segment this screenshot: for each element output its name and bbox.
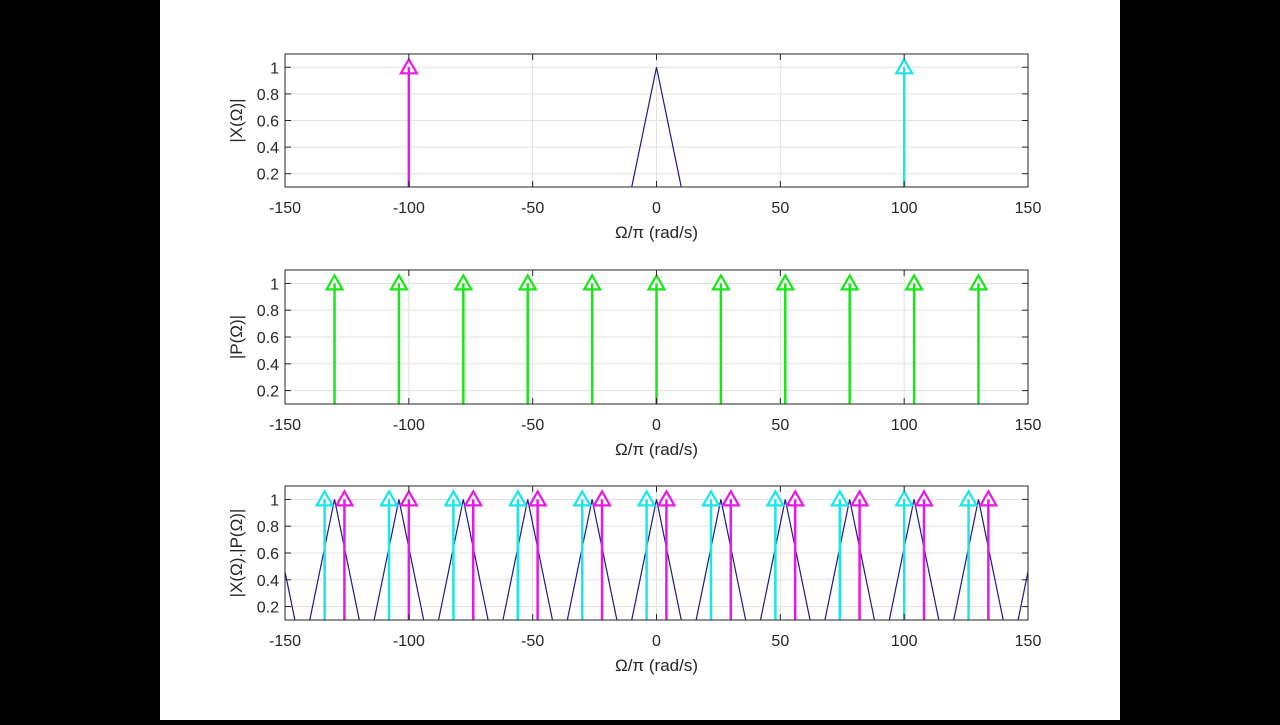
stem-marker [720,489,741,507]
stem-marker [958,489,979,507]
y-tick-label: 0.2 [257,384,279,401]
y-tick-label: 0.8 [257,519,279,536]
y-tick-label: 0.8 [257,87,279,104]
spectrum-triangle [631,67,682,187]
stem-marker [710,273,731,291]
stem-marker [978,489,999,507]
x-tick-label: 50 [771,200,789,217]
stem-marker [527,489,548,507]
x-tick-label: 0 [652,200,661,217]
spectrum-triangle [759,499,811,620]
spectrum-triangle [566,499,618,620]
stem-marker [398,489,419,507]
stem-marker [463,489,484,507]
y-tick-label: 1 [270,60,279,77]
spectrum-triangle [953,499,1004,620]
y-axis-label: |X(Ω)| [227,98,246,142]
stem-marker [398,57,419,75]
stem-marker [379,489,399,507]
stem-marker [636,489,657,507]
stem-marker [894,57,915,75]
figure-canvas: -150 -100 -50 0 50 100 150 0.2 0.4 0.6 0.8 1 Ω/π (ra… [160,0,1120,720]
x-tick-label: -100 [393,633,425,650]
y-tick-label: 0.6 [257,546,279,563]
x-tick-label: 150 [1015,633,1042,650]
spectrum-triangle [309,499,360,620]
spectrum-triangle [888,499,940,620]
x-tick-label: -150 [269,633,301,650]
stem-marker [829,489,850,507]
stem-marker [443,489,464,507]
x-tick-label: -150 [269,417,301,434]
x-tick-label: -150 [269,200,301,217]
y-tick-label: 1 [270,276,279,293]
x-axis-label: Ω/π (rad/s) [615,223,698,242]
x-tick-label: 0 [652,633,661,650]
y-axis-label: |P(Ω)| [227,315,246,359]
stem-marker [701,489,721,507]
stem-marker [453,273,474,291]
spectrum-triangle [373,499,425,620]
stem-marker [314,489,335,507]
spectrum-triangle [502,499,554,620]
y-tick-label: 0.4 [257,357,279,374]
x-tick-label: 150 [1015,417,1042,434]
stem-marker [914,489,934,507]
x-tick-label: -50 [521,633,544,650]
y-tick-label: 0.2 [257,167,279,184]
y-tick-label: 0.4 [257,573,279,590]
x-tick-label: 50 [771,633,789,650]
x-tick-label: -100 [393,417,425,434]
stem-marker [517,273,538,291]
y-tick-label: 0.4 [257,140,279,157]
stem-marker [507,489,528,507]
y-axis-label: |X(Ω).|P(Ω)| [227,509,246,598]
stem-marker [324,273,345,291]
subplot-2: -150 -100 -50 0 50 100 150 0.2 0.4 0.6 0.8 1 Ω/π (ra… [227,269,1042,459]
x-tick-label: -50 [521,200,544,217]
x-axis-label: Ω/π (rad/s) [615,440,698,459]
y-tick-label: 1 [270,492,279,509]
stem-marker [849,489,870,507]
stem-marker [839,273,860,291]
spectrum-triangle [824,499,876,620]
subplot-3: -150 -100 -50 0 50 100 150 0.2 0.4 0.6 0.8 1 Ω/π (ra… [227,485,1042,675]
stem-marker [592,489,612,507]
x-tick-label: -100 [393,200,425,217]
stem-marker [785,489,806,507]
stem-marker [765,489,786,507]
subplot-1: -150 -100 -50 0 50 100 150 0.2 0.4 0.6 0.8 1 Ω/π (ra… [227,53,1042,242]
x-tick-label: 100 [891,200,918,217]
stem-marker [572,489,593,507]
y-tick-label: 0.6 [257,114,279,131]
x-tick-label: -50 [521,417,544,434]
stem-marker [656,489,677,507]
plot-area [407,67,906,187]
x-tick-label: 100 [891,417,918,434]
stem-marker [894,489,915,507]
spectrum-triangle [437,499,489,620]
x-tick-label: 0 [652,417,661,434]
stem-marker [646,273,667,291]
plot-area [333,283,980,404]
stem-marker [334,489,355,507]
spectrum-triangle [1017,568,1028,620]
stem-marker [904,273,924,291]
y-tick-label: 0.8 [257,303,279,320]
stem-marker [775,273,796,291]
y-tick-label: 0.2 [257,600,279,617]
y-tick-label: 0.6 [257,330,279,347]
x-axis-label: Ω/π (rad/s) [615,656,698,675]
stem-marker [582,273,603,291]
stem-marker [968,273,989,291]
spectrum-triangle [631,499,682,620]
x-tick-label: 50 [771,417,789,434]
x-tick-label: 100 [891,633,918,650]
stem-marker [389,273,409,291]
x-tick-label: 150 [1015,200,1042,217]
spectrum-triangle [695,499,747,620]
